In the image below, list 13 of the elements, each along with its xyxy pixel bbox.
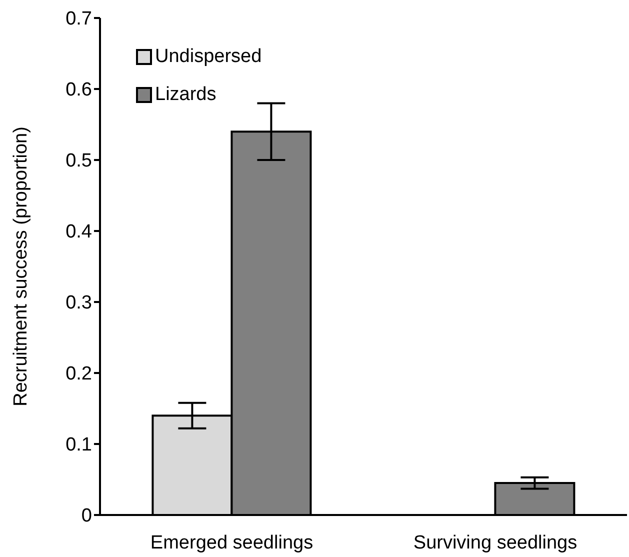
y-tick-label: 0.7 [66, 8, 92, 30]
y-tick-label: 0.6 [66, 80, 92, 101]
y-tick-label: 0.4 [66, 222, 92, 243]
y-tick-label: 0.5 [66, 150, 92, 172]
y-axis-title: Recruitment success (proportion) [10, 126, 32, 406]
legend-label: Lizards [155, 83, 216, 107]
x-tick-label: Surviving seedlings [413, 532, 578, 554]
y-tick-label: 0.1 [66, 434, 92, 456]
legend-label: Undispersed [155, 45, 262, 69]
y-tick-label: 0 [81, 506, 92, 527]
y-tick-label: 0.2 [66, 364, 92, 385]
y-tick-label: 0.3 [66, 292, 92, 314]
x-tick-label: Emerged seedlings [150, 532, 314, 554]
